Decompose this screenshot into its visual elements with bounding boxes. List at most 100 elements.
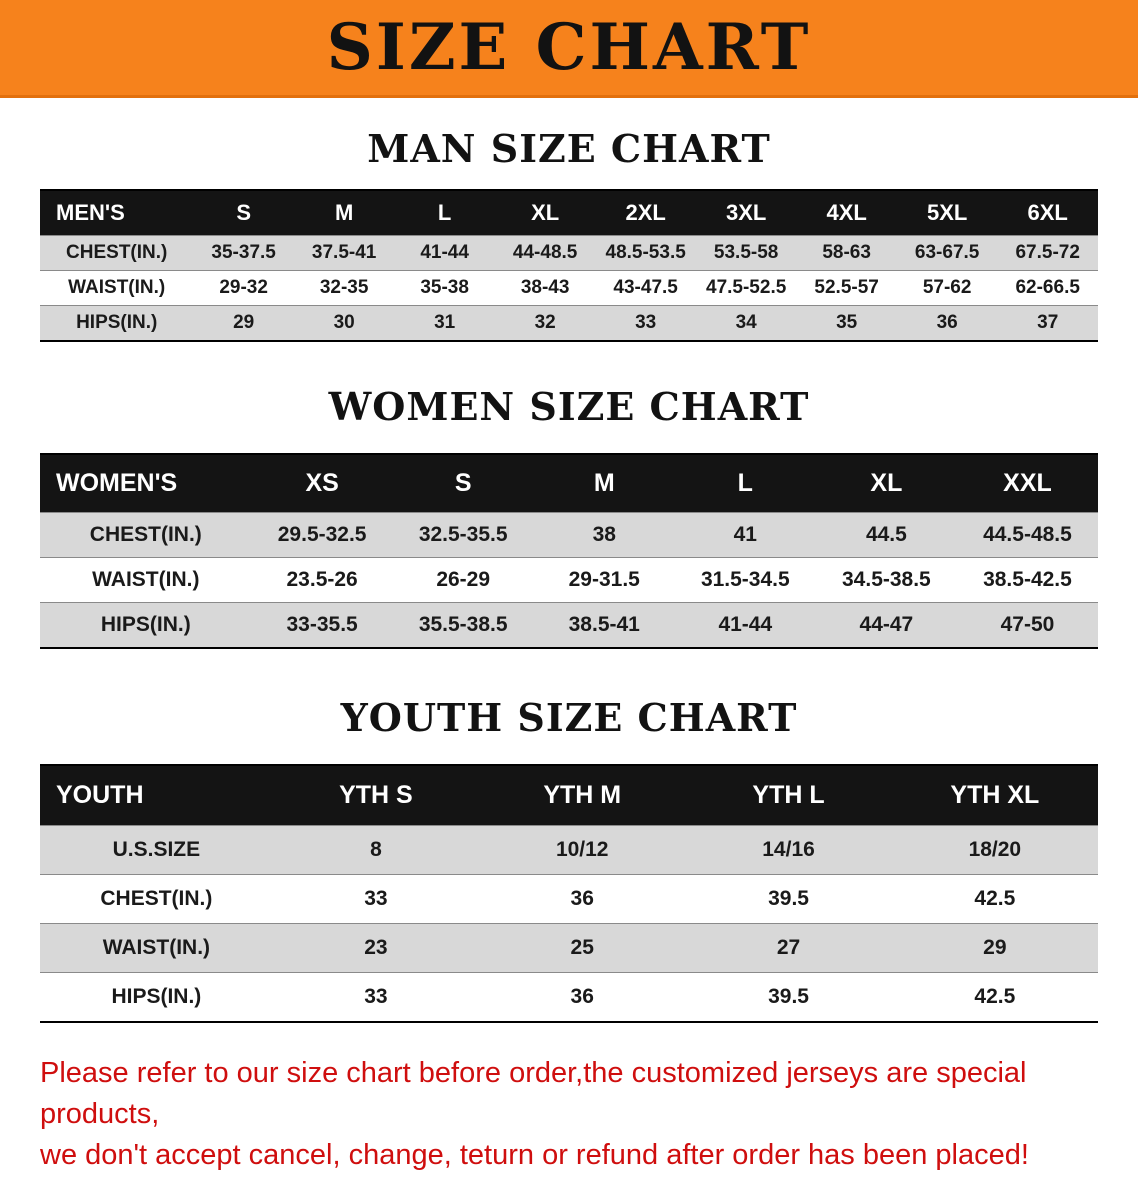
measurement-label: WAIST(IN.)	[40, 270, 194, 306]
size-column-header: XXL	[956, 454, 1098, 513]
measurement-row: HIPS(IN.) 29 30 31 32 33 34 35 36 37	[40, 305, 1098, 341]
measurement-value: 25	[479, 923, 686, 973]
measurement-row: WAIST(IN.) 29-32 32-35 35-38 38-43 43-47.5 47.…	[40, 270, 1098, 306]
measurement-value: 33	[272, 874, 480, 924]
title-banner: SIZE CHART	[0, 0, 1138, 98]
measurement-label: HIPS(IN.)	[40, 602, 252, 648]
measurement-value: 33	[595, 305, 696, 341]
measurement-value: 8	[272, 825, 480, 875]
measurement-value: 23	[272, 923, 480, 973]
measurement-value: 41-44	[674, 602, 816, 648]
measurement-value: 33	[272, 972, 480, 1022]
disclaimer-note: Please refer to our size chart before or…	[40, 1053, 1098, 1177]
measurement-value: 44.5-48.5	[956, 512, 1098, 558]
measurement-value: 57-62	[896, 270, 998, 306]
measurement-value: 32-35	[293, 270, 395, 306]
measurement-value: 29-32	[193, 270, 294, 306]
measurement-value: 42.5	[891, 972, 1098, 1022]
measurement-value: 39.5	[685, 972, 892, 1022]
measurement-value: 44-48.5	[494, 235, 596, 271]
measurement-row: CHEST(IN.) 29.5-32.5 32.5-35.5 38 41 44.5 44.5…	[40, 512, 1098, 558]
measurement-row: HIPS(IN.) 33-35.5 35.5-38.5 38.5-41 41-44 44-…	[40, 602, 1098, 648]
size-column-header: YTH S	[272, 765, 480, 826]
table-header-row: YOUTH YTH S YTH M YTH L YTH XL	[40, 765, 1098, 826]
table-title-cell: WOMEN'S	[40, 454, 252, 513]
measurement-label: U.S.SIZE	[40, 825, 273, 875]
measurement-value: 67.5-72	[997, 235, 1098, 271]
measurement-row: U.S.SIZE 8 10/12 14/16 18/20	[40, 825, 1098, 875]
measurement-value: 32.5-35.5	[392, 512, 534, 558]
measurement-value: 37	[997, 305, 1098, 341]
measurement-row: HIPS(IN.) 33 36 39.5 42.5	[40, 972, 1098, 1022]
size-column-header: XL	[815, 454, 957, 513]
size-column-header: YTH M	[479, 765, 686, 826]
measurement-value: 36	[479, 972, 686, 1022]
measurement-value: 35.5-38.5	[392, 602, 534, 648]
measurement-value: 33-35.5	[251, 602, 393, 648]
size-column-header: 4XL	[796, 190, 897, 236]
measurement-value: 52.5-57	[796, 270, 897, 306]
youth-size-section: YOUTH SIZE CHART YOUTH YTH S YTH M YTH L YTH…	[0, 695, 1138, 1023]
measurement-value: 37.5-41	[293, 235, 395, 271]
size-column-header: S	[392, 454, 534, 513]
measurement-value: 62-66.5	[997, 270, 1098, 306]
measurement-value: 29	[891, 923, 1098, 973]
measurement-label: CHEST(IN.)	[40, 874, 273, 924]
size-column-header: M	[293, 190, 395, 236]
measurement-value: 27	[685, 923, 892, 973]
measurement-value: 36	[479, 874, 686, 924]
measurement-value: 34	[695, 305, 797, 341]
size-column-header: S	[193, 190, 294, 236]
measurement-value: 30	[293, 305, 395, 341]
measurement-value: 38-43	[494, 270, 596, 306]
size-column-header: YTH L	[685, 765, 892, 826]
measurement-row: CHEST(IN.) 35-37.5 37.5-41 41-44 44-48.5 48.5…	[40, 235, 1098, 271]
measurement-label: CHEST(IN.)	[40, 512, 252, 558]
women-size-section: WOMEN SIZE CHART WOMEN'S XS S M L XL XXL CHEST(…	[0, 384, 1138, 649]
size-column-header: XL	[494, 190, 596, 236]
measurement-value: 29-31.5	[533, 557, 675, 603]
measurement-value: 39.5	[685, 874, 892, 924]
youth-size-chart-heading: YOUTH SIZE CHART	[340, 695, 798, 740]
measurement-value: 53.5-58	[695, 235, 797, 271]
measurement-value: 31.5-34.5	[674, 557, 816, 603]
measurement-value: 48.5-53.5	[595, 235, 696, 271]
measurement-row: CHEST(IN.) 33 36 39.5 42.5	[40, 874, 1098, 924]
table-title-cell: MEN'S	[40, 190, 194, 236]
size-column-header: 2XL	[595, 190, 696, 236]
measurement-value: 44.5	[815, 512, 957, 558]
size-column-header: 3XL	[695, 190, 797, 236]
measurement-label: WAIST(IN.)	[40, 557, 252, 603]
measurement-value: 38	[533, 512, 675, 558]
women-size-table: WOMEN'S XS S M L XL XXL CHEST(IN.) 29.5-32.5 32.5…	[40, 453, 1098, 649]
size-column-header: 6XL	[997, 190, 1098, 236]
measurement-value: 41	[674, 512, 816, 558]
measurement-value: 26-29	[392, 557, 534, 603]
measurement-value: 47-50	[956, 602, 1098, 648]
measurement-value: 29	[193, 305, 294, 341]
measurement-label: HIPS(IN.)	[40, 305, 194, 341]
measurement-value: 42.5	[891, 874, 1098, 924]
measurement-value: 35	[796, 305, 897, 341]
measurement-value: 31	[394, 305, 495, 341]
measurement-label: CHEST(IN.)	[40, 235, 194, 271]
measurement-value: 44-47	[815, 602, 957, 648]
measurement-value: 29.5-32.5	[251, 512, 393, 558]
measurement-row: WAIST(IN.) 23.5-26 26-29 29-31.5 31.5-34.5 34…	[40, 557, 1098, 603]
page-title: SIZE CHART	[326, 9, 812, 85]
measurement-label: WAIST(IN.)	[40, 923, 273, 973]
youth-size-table: YOUTH YTH S YTH M YTH L YTH XL U.S.SIZE 8 10/12…	[40, 764, 1098, 1023]
measurement-row: WAIST(IN.) 23 25 27 29	[40, 923, 1098, 973]
size-column-header: XS	[251, 454, 393, 513]
measurement-value: 23.5-26	[251, 557, 393, 603]
disclaimer-line-2: we don't accept cancel, change, teturn o…	[40, 1139, 1029, 1172]
measurement-value: 35-38	[394, 270, 495, 306]
measurement-value: 38.5-42.5	[956, 557, 1098, 603]
measurement-value: 36	[896, 305, 998, 341]
table-header-row: WOMEN'S XS S M L XL XXL	[40, 454, 1098, 513]
measurement-value: 32	[494, 305, 596, 341]
measurement-label: HIPS(IN.)	[40, 972, 273, 1022]
measurement-value: 10/12	[479, 825, 686, 875]
measurement-value: 58-63	[796, 235, 897, 271]
